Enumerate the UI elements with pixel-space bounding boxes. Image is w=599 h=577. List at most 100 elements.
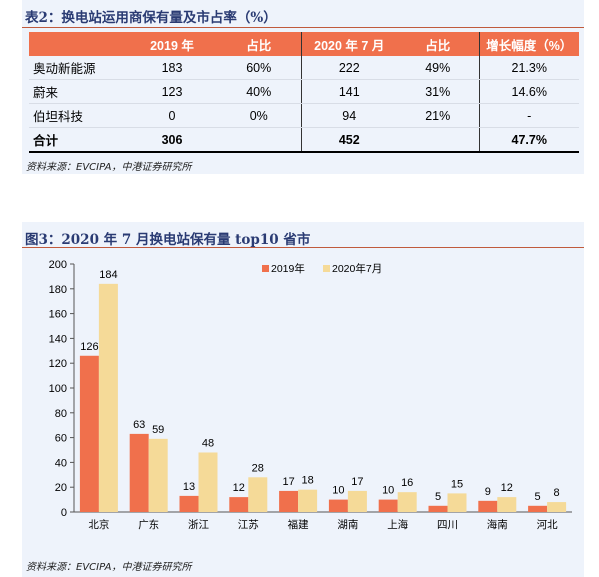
data-label: 8 (554, 487, 560, 499)
column-header: 占比 (217, 32, 301, 56)
table-cell: 47.7% (478, 127, 579, 153)
legend-swatch (262, 265, 269, 272)
bar (129, 433, 149, 512)
y-tick-label: 40 (55, 457, 67, 469)
data-label: 17 (351, 476, 363, 488)
table-row: 伯坦科技 0 0% 94 21% - (29, 103, 579, 128)
table-cell: 222 (300, 56, 397, 80)
bar (298, 489, 318, 512)
bar (198, 452, 218, 512)
table-cell: 40% (217, 79, 301, 104)
bar (148, 438, 168, 512)
table-cell: 306 (127, 127, 217, 153)
y-tick-label: 100 (49, 383, 67, 395)
total-label: 合计 (29, 127, 127, 153)
table-cell: - (478, 103, 579, 128)
data-label: 28 (252, 462, 264, 474)
y-tick-label: 60 (55, 433, 67, 445)
chart-title: 图3：2020 年 7 月换电站保有量 top10 省市 (25, 232, 311, 248)
market-share-table: 2019 年 占比 2020 年 7 月 占比 增长幅度（%） 奥动新能源 18… (29, 32, 579, 153)
legend-label: 2019年 (271, 262, 305, 275)
data-label: 63 (133, 419, 145, 431)
y-tick-label: 80 (55, 408, 67, 420)
column-header: 2020 年 7 月 (300, 32, 397, 56)
table-cell: 0 (127, 103, 217, 128)
column-header: 2019 年 (127, 32, 217, 56)
table-title: 表2：换电站运用商保有量及市占率（%） (25, 10, 277, 26)
data-label: 10 (332, 485, 344, 497)
table-cell: 141 (300, 79, 397, 104)
data-label: 16 (401, 477, 413, 489)
title-divider (22, 247, 584, 248)
bar (328, 499, 348, 512)
y-tick-label: 180 (49, 284, 67, 296)
x-tick-label: 广东 (138, 518, 159, 531)
data-label: 17 (282, 476, 294, 488)
legend-swatch (323, 265, 330, 272)
data-label: 5 (535, 491, 541, 503)
table-row: 奥动新能源 183 60% 222 49% 21.3% (29, 56, 579, 80)
x-tick-label: 福建 (288, 518, 309, 531)
bar (229, 497, 249, 512)
bar (347, 490, 367, 512)
data-label: 184 (99, 269, 117, 281)
data-label: 10 (382, 485, 394, 497)
operator-name: 伯坦科技 (29, 103, 127, 128)
data-label: 48 (202, 437, 214, 449)
data-label: 5 (435, 491, 441, 503)
table-cell (217, 127, 301, 153)
column-header: 占比 (397, 32, 479, 56)
operator-name: 蔚来 (29, 79, 127, 104)
table-row: 蔚来 123 40% 141 31% 14.6% (29, 79, 579, 104)
x-tick-label: 四川 (437, 519, 458, 531)
x-tick-label: 海南 (487, 518, 508, 531)
y-tick-label: 120 (49, 358, 67, 370)
data-label: 18 (301, 475, 313, 487)
table-cell: 183 (127, 56, 217, 80)
table-cell: 0% (217, 103, 301, 128)
bar (248, 477, 268, 512)
y-tick-label: 20 (55, 482, 67, 494)
bar (497, 497, 517, 512)
data-label: 15 (451, 478, 463, 490)
y-tick-label: 200 (49, 259, 67, 271)
x-tick-label: 北京 (88, 518, 109, 531)
table-cell: 452 (300, 127, 397, 153)
table-total-row: 合计 306 452 47.7% (29, 127, 579, 153)
x-tick-label: 河北 (537, 519, 558, 531)
bar (447, 493, 467, 512)
column-header (29, 32, 127, 56)
table-cell: 123 (127, 79, 217, 104)
data-label: 12 (501, 482, 513, 494)
table-cell: 21% (397, 103, 479, 128)
table-cell: 31% (397, 79, 479, 104)
data-label: 126 (80, 341, 98, 353)
y-tick-label: 140 (49, 333, 67, 345)
bar (179, 495, 199, 512)
bar (478, 500, 498, 512)
bar (79, 355, 99, 512)
chart-source-note: 资料来源：EVCIPA，中港证券研究所 (26, 562, 192, 573)
x-tick-label: 湖南 (337, 518, 358, 531)
table-panel: 表2：换电站运用商保有量及市占率（%） 2019 年 占比 2020 年 7 月… (22, 0, 584, 174)
table-cell: 60% (217, 56, 301, 80)
table-cell: 14.6% (478, 79, 579, 104)
column-header: 增长幅度（%） (478, 32, 579, 56)
bar (397, 492, 417, 512)
x-tick-label: 江苏 (238, 518, 259, 531)
table-cell: 49% (397, 56, 479, 80)
legend-label: 2020年7月 (332, 262, 382, 275)
title-divider (22, 27, 584, 28)
table-header-row: 2019 年 占比 2020 年 7 月 占比 增长幅度（%） (29, 32, 579, 56)
x-tick-label: 浙江 (188, 519, 209, 531)
table-cell: 21.3% (478, 56, 579, 80)
bar (279, 490, 299, 512)
y-tick-label: 0 (61, 507, 67, 519)
chart-panel: 图3：2020 年 7 月换电站保有量 top10 省市 0 20 40 60 80 10… (22, 222, 584, 577)
bar (528, 505, 548, 512)
operator-name: 奥动新能源 (29, 56, 127, 80)
bar (378, 499, 398, 512)
data-label: 59 (152, 424, 164, 436)
bar (547, 502, 567, 512)
